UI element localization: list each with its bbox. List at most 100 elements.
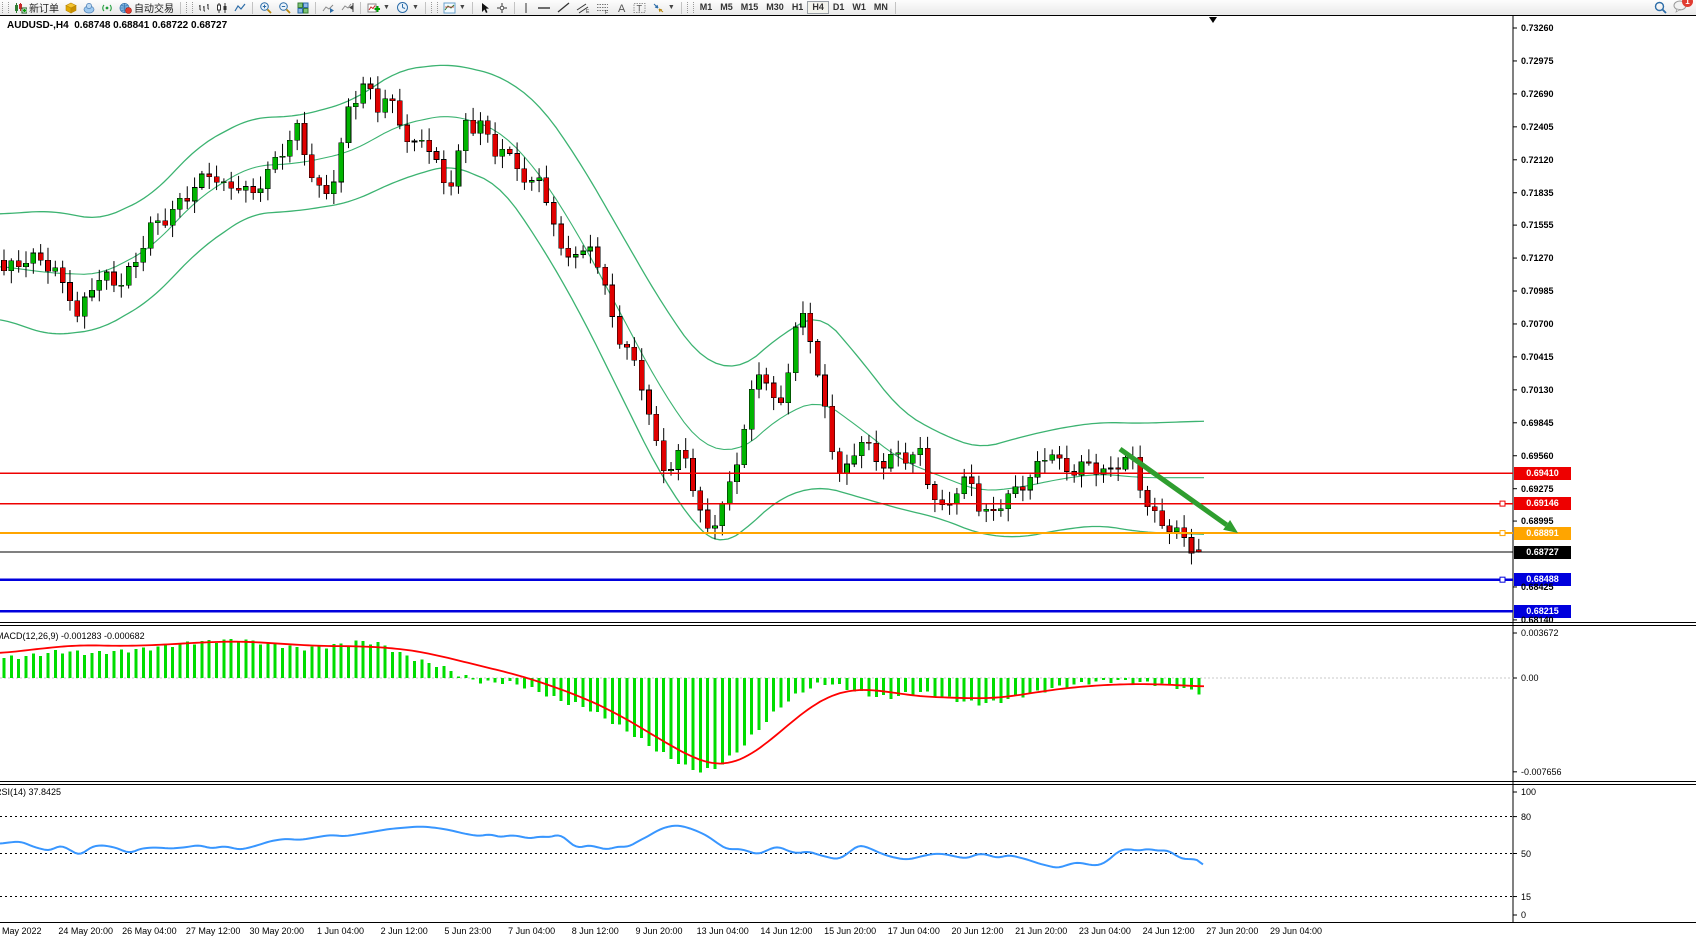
macd-bar [530,678,534,688]
candle-body [565,248,572,258]
candle-body [968,476,975,484]
macd-bar [112,651,116,678]
vertical-line-button[interactable] [518,1,534,15]
macd-bar [720,678,724,765]
candle-body [8,260,15,272]
candle-body [587,246,594,252]
candle-body [756,374,762,390]
line-chart-button[interactable] [231,1,249,15]
candle-body [1122,456,1129,470]
candle-body [668,469,674,471]
timeframe-button-mn[interactable]: MN [873,2,888,12]
timeframe-button-m1[interactable]: M1 [699,2,713,12]
candle-body [800,312,806,328]
macd-bar [984,678,988,704]
macd-bar [281,647,285,678]
candle-body [880,461,887,469]
candle-body [228,181,235,189]
time-axis-label: 29 Jun 04:00 [1269,926,1323,936]
candle-body [301,123,308,155]
signals-button[interactable] [98,1,116,15]
timeframe-button-h1[interactable]: H1 [791,2,804,12]
chart-shift-marker[interactable] [1209,17,1217,23]
line-handle[interactable] [1499,530,1506,537]
trend-arrow-line[interactable] [1118,446,1229,527]
channel-button[interactable]: E [573,1,593,15]
indicators-button[interactable]: ▼ [364,1,393,15]
price-axis-label: 0.71555 [1521,220,1554,231]
market-watch-button[interactable] [62,1,80,15]
price-level-badge[interactable]: 0.68891 [1514,526,1571,540]
arrows-button[interactable]: ▼ [649,1,678,15]
timeframe-button-h4[interactable]: H4 [807,1,829,14]
autotrading-button[interactable]: 自动交易 [116,1,177,15]
text-label-button[interactable]: T [630,1,649,15]
macd-bar [500,678,504,684]
candle-body [624,343,630,348]
new-order-button[interactable]: 新订单 [11,1,62,15]
text-button[interactable]: A [613,1,630,15]
candlestick-chart-button[interactable] [213,1,231,15]
zoom-in-button[interactable] [256,1,275,15]
macd-bar [1160,678,1164,684]
line-handle[interactable] [1499,500,1506,507]
trend-arrow-head[interactable] [1223,519,1238,533]
toolbar-grip[interactable] [2,2,9,13]
periods-button[interactable]: ▼ [393,1,422,15]
macd-bar [1175,678,1179,690]
candle-body [250,186,257,193]
macd-bar [486,678,490,681]
tile-windows-button[interactable] [294,1,312,15]
macd-bar [9,655,13,678]
macd-bar [1102,678,1105,680]
macd-bar [992,678,996,701]
auto-scroll-button[interactable] [319,1,338,15]
timeframe-button-m15[interactable]: M15 [740,2,759,12]
crosshair-button[interactable] [493,1,511,15]
price-level-badge[interactable]: 0.69146 [1514,497,1571,511]
trendline-button[interactable] [554,1,573,15]
candle-body [404,124,410,142]
macd-bar [222,639,226,678]
timeframe-button-m5[interactable]: M5 [720,2,733,12]
timeframe-button-w1[interactable]: W1 [852,2,866,12]
macd-bar [786,678,790,702]
macd-axis-label: 0.00 [1521,673,1539,683]
fibonacci-button[interactable]: F [593,1,613,15]
macd-bar [1153,678,1157,686]
macd-bar [259,644,263,678]
macd-bar [412,660,416,678]
zoom-out-button[interactable] [275,1,294,15]
data-window-icon [83,2,95,13]
timeframe-button-m30[interactable]: M30 [766,2,784,12]
price-level-badge[interactable]: 0.68488 [1514,573,1571,587]
macd-bar [1058,678,1062,686]
horizontal-line-button[interactable] [534,1,554,15]
line-handle[interactable] [1499,576,1506,583]
macd-bar [640,678,644,739]
timeframe-button-d1[interactable]: D1 [832,2,845,12]
data-window-button[interactable] [80,1,98,15]
price-level-badge[interactable]: 0.69410 [1514,466,1571,480]
macd-bar [588,678,592,712]
price-level-badge[interactable]: 0.68215 [1514,604,1571,618]
bar-chart-button[interactable] [195,1,213,15]
macd-bar [332,644,336,678]
time-axis-label: 21 Jun 20:00 [1015,926,1068,936]
candle-body [954,493,960,505]
templates-button[interactable]: ▼ [440,1,469,15]
macd-bar [508,678,512,681]
candle-body [836,451,843,474]
cursor-button[interactable] [476,1,493,15]
search-icon[interactable] [1654,1,1667,14]
toolbar: 新订单 [0,0,1696,15]
chat-button[interactable]: 1 [1673,0,1693,16]
candle-body [1064,457,1070,472]
macd-bar [544,678,548,697]
autotrading-globe-icon [119,2,132,14]
candle-body [279,155,286,158]
macd-bar [764,678,768,723]
candle-body [1042,459,1048,462]
chart-shift-button[interactable] [338,1,357,15]
